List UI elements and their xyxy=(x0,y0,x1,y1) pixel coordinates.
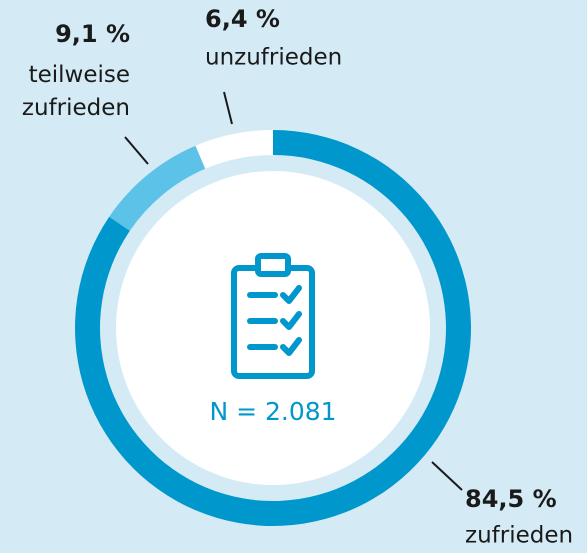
leader-line xyxy=(431,461,463,491)
category-line: zufrieden xyxy=(22,95,130,121)
value-label: 84,5 % xyxy=(465,485,557,513)
center-disc xyxy=(116,171,430,485)
donut-segment xyxy=(195,130,273,169)
category-label: unzufrieden xyxy=(205,45,342,71)
category-label: zufrieden xyxy=(465,523,573,549)
clipboard-icon xyxy=(231,253,315,379)
donut-segment xyxy=(109,145,206,231)
category-line: teilweise xyxy=(29,62,130,88)
value-label: 9,1 % xyxy=(55,20,130,48)
category-label: teilweise zufrieden xyxy=(22,62,130,121)
leader-line xyxy=(124,136,149,165)
value-label: 6,4 % xyxy=(205,5,280,33)
sample-size: N = 2.081 xyxy=(209,397,336,426)
leader-line xyxy=(223,91,233,125)
